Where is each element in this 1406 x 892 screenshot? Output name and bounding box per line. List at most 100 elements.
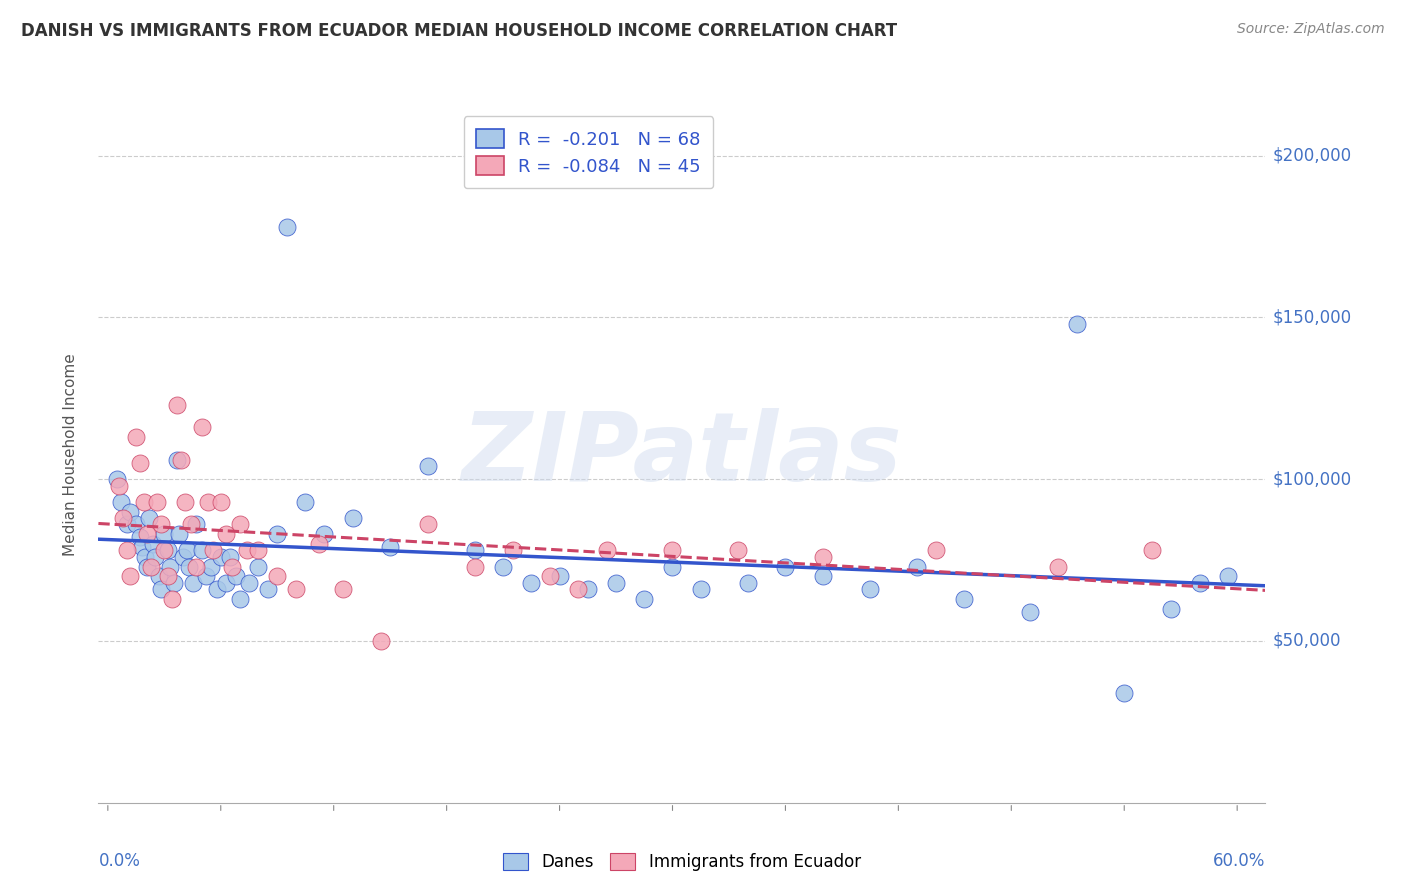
Point <box>157 543 180 558</box>
Text: $200,000: $200,000 <box>1272 146 1351 165</box>
Point <box>202 543 225 558</box>
Point <box>115 517 138 532</box>
Point <box>1160 601 1182 615</box>
Point <box>276 219 298 234</box>
Text: ZIPatlas: ZIPatlas <box>461 409 903 501</box>
Point <box>225 569 247 583</box>
Point <box>108 478 131 492</box>
Point <box>370 634 392 648</box>
Point <box>194 569 217 583</box>
Point <box>125 517 148 532</box>
Point <box>132 495 155 509</box>
Point <box>115 543 138 558</box>
Point <box>727 543 749 558</box>
Point <box>128 456 150 470</box>
Text: Source: ZipAtlas.com: Source: ZipAtlas.com <box>1237 22 1385 37</box>
Point <box>134 549 156 564</box>
Point <box>166 398 188 412</box>
Point <box>149 582 172 597</box>
Point <box>1216 569 1239 583</box>
Point <box>1019 605 1042 619</box>
Point <box>775 559 797 574</box>
Point <box>285 582 308 597</box>
Point <box>238 575 260 590</box>
Point <box>181 575 204 590</box>
Point <box>953 591 976 606</box>
Point <box>221 559 243 574</box>
Point <box>142 537 165 551</box>
Text: DANISH VS IMMIGRANTS FROM ECUADOR MEDIAN HOUSEHOLD INCOME CORRELATION CHART: DANISH VS IMMIGRANTS FROM ECUADOR MEDIAN… <box>21 22 897 40</box>
Point <box>205 582 228 597</box>
Point <box>1142 543 1164 558</box>
Point <box>200 559 222 574</box>
Point <box>548 569 571 583</box>
Point <box>538 569 561 583</box>
Point <box>180 517 202 532</box>
Y-axis label: Median Household Income: Median Household Income <box>63 353 77 557</box>
Point <box>177 559 200 574</box>
Point <box>128 531 150 545</box>
Point <box>266 569 288 583</box>
Point <box>689 582 711 597</box>
Point <box>308 537 330 551</box>
Point <box>170 452 193 467</box>
Point <box>236 543 259 558</box>
Point <box>811 549 834 564</box>
Point <box>120 504 142 518</box>
Point <box>737 575 759 590</box>
Point <box>576 582 599 597</box>
Point <box>859 582 882 597</box>
Point <box>174 495 197 509</box>
Text: $150,000: $150,000 <box>1272 309 1351 326</box>
Point <box>595 543 617 558</box>
Point <box>111 511 134 525</box>
Point <box>215 575 238 590</box>
Point <box>209 495 232 509</box>
Point <box>247 543 270 558</box>
Point <box>905 559 928 574</box>
Point <box>176 543 198 558</box>
Point <box>136 559 159 574</box>
Text: $100,000: $100,000 <box>1272 470 1351 488</box>
Text: 0.0%: 0.0% <box>98 852 141 870</box>
Point <box>131 540 153 554</box>
Point <box>464 543 486 558</box>
Point <box>172 549 194 564</box>
Point <box>1114 686 1136 700</box>
Text: $50,000: $50,000 <box>1272 632 1341 650</box>
Point <box>266 527 288 541</box>
Point <box>332 582 354 597</box>
Point <box>186 559 208 574</box>
Point <box>105 472 128 486</box>
Point <box>256 582 278 597</box>
Point <box>146 495 169 509</box>
Point <box>125 430 148 444</box>
Point <box>416 459 439 474</box>
Point <box>228 517 250 532</box>
Point <box>661 543 683 558</box>
Point <box>661 559 683 574</box>
Point <box>811 569 834 583</box>
Point <box>160 591 183 606</box>
Point <box>186 517 208 532</box>
Point <box>215 527 238 541</box>
Point <box>166 452 188 467</box>
Point <box>228 591 250 606</box>
Point <box>153 543 176 558</box>
Point <box>149 517 172 532</box>
Point <box>159 559 181 574</box>
Point <box>163 575 186 590</box>
Point <box>1047 559 1070 574</box>
Point <box>138 511 160 525</box>
Point <box>1188 575 1211 590</box>
Point <box>416 517 439 532</box>
Point <box>191 543 214 558</box>
Point <box>120 569 142 583</box>
Point <box>169 527 191 541</box>
Point <box>148 569 170 583</box>
Point <box>157 569 180 583</box>
Point <box>464 559 486 574</box>
Legend: Danes, Immigrants from Ecuador: Danes, Immigrants from Ecuador <box>496 847 868 878</box>
Point <box>110 495 132 509</box>
Point <box>209 549 232 564</box>
